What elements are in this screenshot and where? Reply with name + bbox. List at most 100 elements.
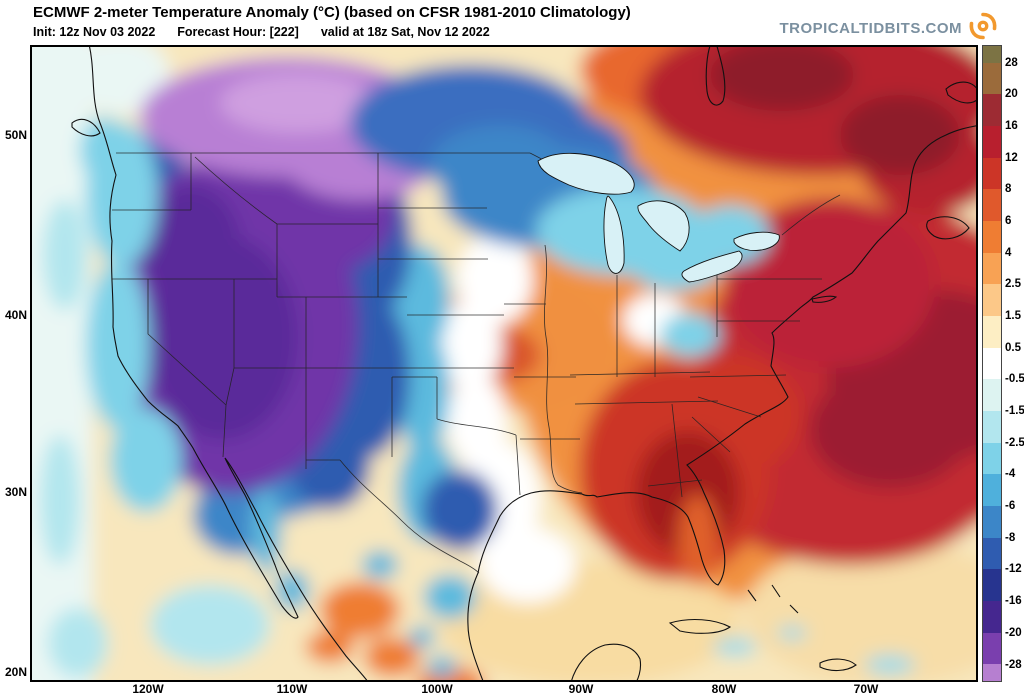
colorbar-segment xyxy=(983,347,1001,380)
anomaly-region-mexico-cold-patches xyxy=(427,656,457,678)
colorbar-segment xyxy=(983,46,1001,63)
anomaly-region-pacific-ocean-cool-patches xyxy=(48,608,108,678)
colorbar-tick-label: 4 xyxy=(1005,246,1012,259)
colorbar-tick-label: 20 xyxy=(1005,88,1018,101)
anomaly-region-great-lakes-cold xyxy=(660,313,720,357)
colorbar-tick-label: -6 xyxy=(1005,500,1016,513)
colorbar-tick-label: 0.5 xyxy=(1005,341,1021,354)
colorbar-tick-label: 12 xyxy=(1005,151,1018,164)
colorbar-segment xyxy=(983,632,1001,665)
colorbar-segment xyxy=(983,94,1001,126)
colorbar-segment xyxy=(983,315,1001,348)
anomaly-region-mexico-warm-patches xyxy=(306,631,354,663)
lat-tick-label: 40N xyxy=(4,308,27,322)
lon-tick-label: 110W xyxy=(276,682,308,696)
map-title: ECMWF 2-meter Temperature Anomaly (°C) (… xyxy=(33,4,631,21)
colorbar-labels: 28 20 16 12 8 6 4 2.5 1.5 0.5 -0.5 -1.5 -2.5 -4 -6 -8 -1… xyxy=(1005,45,1024,682)
colorbar-tick-label: 6 xyxy=(1005,214,1012,227)
brand: TROPICALTIDBITS.COM xyxy=(779,11,998,46)
anomaly-region-great-basin-cold-core xyxy=(140,185,240,305)
state-borders xyxy=(112,152,841,574)
colorbar-tick-label: 28 xyxy=(1005,56,1018,69)
colorbar-segment xyxy=(983,220,1001,253)
lat-tick-label: 50N xyxy=(4,128,27,142)
colorbar-tick-label: -12 xyxy=(1005,563,1022,576)
lon-tick-label: 70W xyxy=(853,682,879,696)
colorbar-segment xyxy=(983,442,1001,475)
anomaly-region-pacific-ocean-cool-patches xyxy=(150,585,270,665)
lat-tick-label: 30N xyxy=(4,485,27,499)
anomaly-region-upper-midwest-cold xyxy=(430,125,570,205)
colorbar-segment xyxy=(983,379,1001,411)
colorbar-segment xyxy=(983,569,1001,601)
map-canvas xyxy=(30,45,978,682)
map-border xyxy=(30,45,978,682)
colorbar-tick-label: -20 xyxy=(1005,626,1022,639)
anomaly-region-pacific-ocean-cool-patches xyxy=(43,200,87,310)
brand-link[interactable]: TROPICALTIDBITS.COM xyxy=(779,20,962,37)
colorbar-segment xyxy=(983,505,1001,538)
colorbar-segment xyxy=(983,537,1001,570)
anomaly-region-pacific-coast-cold xyxy=(110,408,182,512)
colorbar-segment xyxy=(983,410,1001,443)
anomaly-region-mexico-cold-patches xyxy=(362,551,398,579)
lon-tick-label: 120W xyxy=(132,682,164,696)
lon-tick-label: 100W xyxy=(421,682,453,696)
colorbar-tick-label: 16 xyxy=(1005,119,1018,132)
colorbar-tick-label: -1.5 xyxy=(1005,405,1024,418)
anomaly-region-pacific-coast-cold xyxy=(86,261,150,429)
anomaly-region-mexico-warm-patches xyxy=(364,637,420,677)
colorbar-segment xyxy=(983,474,1001,506)
anomaly-region-florida-warm xyxy=(678,494,718,586)
run-info: Init: 12z Nov 03 2022 Forecast Hour: [22… xyxy=(33,25,490,39)
anomaly-region-atlantic-warm-core xyxy=(810,372,970,488)
anomaly-region-southern-texas-cold-spot xyxy=(422,470,498,550)
anomaly-region-northern-rockies-cold-lavender-core xyxy=(220,73,376,133)
colorbar-segment xyxy=(983,600,1001,633)
init-time: Init: 12z Nov 03 2022 xyxy=(33,25,156,39)
lat-tick-label: 20N xyxy=(4,665,27,679)
colorbar-segment xyxy=(983,125,1001,158)
anomaly-region-pacific-coast-cold xyxy=(80,117,128,183)
anomaly-region-neutral-transition-band xyxy=(438,300,502,390)
anomaly-region-plains-cold-band xyxy=(424,575,476,619)
colorbar-segment xyxy=(983,157,1001,190)
colorbar xyxy=(982,45,1002,682)
anomaly-region-southwest-atlantic-mild xyxy=(745,541,978,682)
colorbar-tick-label: 1.5 xyxy=(1005,309,1021,322)
colorbar-tick-label: -2.5 xyxy=(1005,436,1024,449)
colorbar-tick-label: -8 xyxy=(1005,531,1016,544)
colorbar-tick-label: 2.5 xyxy=(1005,278,1021,291)
colorbar-segment xyxy=(983,252,1001,285)
colorbar-segment xyxy=(983,62,1001,95)
anomaly-region-caribbean-cool-specks xyxy=(865,655,915,675)
great-lakes xyxy=(537,152,780,283)
valid-time: valid at 18z Sat, Nov 12 2022 xyxy=(320,25,490,39)
anomaly-region-pacific-ocean-strip xyxy=(70,45,170,115)
lon-tick-label: 90W xyxy=(568,682,594,696)
colorbar-segment xyxy=(983,189,1001,221)
colorbar-tick-label: -16 xyxy=(1005,595,1022,608)
forecast-hour: Forecast Hour: [222] xyxy=(177,25,299,39)
anomaly-region-eastern-canada-warm-core xyxy=(840,95,960,175)
colorbar-tick-label: 8 xyxy=(1005,183,1012,196)
colorbar-tick-label: -28 xyxy=(1005,658,1022,671)
colorbar-segment xyxy=(983,284,1001,316)
coastlines xyxy=(71,45,978,682)
lon-tick-label: 80W xyxy=(711,682,737,696)
anomaly-region-mexico-cold-patches xyxy=(275,570,309,610)
anomaly-region-caribbean-cool-specks xyxy=(777,626,807,640)
anomaly-region-caribbean-cool-specks xyxy=(713,638,757,656)
colorbar-segment xyxy=(983,664,1001,681)
hurricane-icon xyxy=(968,11,998,46)
colorbar-tick-label: -4 xyxy=(1005,468,1016,481)
anomaly-region-eastern-canada-warm-core xyxy=(710,45,854,111)
anomaly-region-pacific-ocean-cool-patches xyxy=(40,435,80,565)
anomaly-map xyxy=(30,45,978,682)
anomaly-region-mexico-cold-patches xyxy=(409,626,435,648)
colorbar-tick-label: -0.5 xyxy=(1005,373,1024,386)
anomaly-region-neutral-transition-band xyxy=(480,527,576,603)
anomaly-region-mexico-warm-patches xyxy=(320,582,400,638)
anomaly-field xyxy=(30,45,978,682)
